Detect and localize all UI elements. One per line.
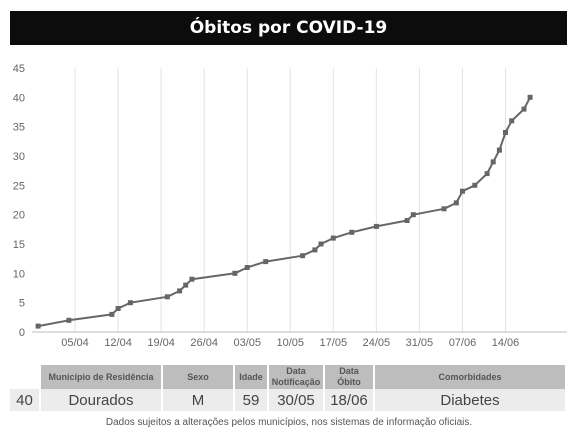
data-point	[484, 171, 490, 177]
data-point	[496, 147, 502, 153]
data-point	[312, 247, 318, 253]
data-point	[66, 317, 72, 323]
data-point	[503, 130, 508, 135]
x-tick-label: 05/04	[61, 337, 89, 349]
header-blank	[10, 365, 39, 389]
header-notificacao: Data Notificação	[269, 365, 323, 389]
series-line	[37, 96, 531, 328]
x-tick-label: 10/05	[277, 337, 305, 349]
row-number: 40	[10, 389, 39, 411]
y-tick-label: 35	[13, 122, 25, 134]
cell-municipio: Dourados	[41, 389, 161, 411]
y-tick-label: 20	[13, 210, 25, 222]
data-point	[527, 94, 533, 100]
data-point	[109, 311, 115, 317]
data-point	[521, 106, 527, 112]
y-axis-labels: 0 5 10 15 20 25 30 35 40 45	[13, 63, 25, 339]
data-point	[183, 282, 189, 288]
header-municipio: Município de Residência	[41, 365, 161, 389]
x-tick-label: 14/06	[492, 337, 520, 349]
data-point	[373, 223, 379, 229]
table-row: 40 Dourados M 59 30/05 18/06 Diabetes	[10, 389, 565, 411]
data-point	[127, 300, 133, 306]
x-tick-label: 12/04	[104, 337, 132, 349]
cell-sexo: M	[163, 389, 233, 411]
y-tick-label: 10	[13, 268, 25, 280]
data-point	[189, 276, 195, 282]
x-tick-label: 03/05	[233, 337, 261, 349]
data-point	[35, 323, 41, 329]
data-point	[453, 200, 459, 206]
y-tick-label: 15	[13, 239, 25, 251]
data-point	[509, 118, 515, 124]
series	[35, 94, 533, 329]
x-tick-label: 26/04	[190, 337, 218, 349]
data-point	[460, 188, 465, 194]
grid	[74, 68, 507, 332]
y-tick-label: 5	[19, 298, 25, 310]
cell-obito: 18/06	[325, 389, 373, 411]
data-point	[490, 159, 496, 165]
x-tick-label: 24/05	[363, 337, 391, 349]
footnote: Dados sujeitos a alterações pelos municí…	[105, 417, 473, 428]
y-tick-label: 30	[13, 151, 25, 163]
header-comorbidades: Comorbidades	[375, 365, 565, 389]
header-obito: Data Óbito	[325, 365, 373, 389]
data-point	[410, 212, 416, 218]
chart-title: Óbitos por COVID-19	[10, 11, 567, 45]
x-tick-label: 31/05	[406, 337, 434, 349]
data-point	[472, 182, 478, 188]
death-details-table: Município de Residência Sexo Idade Data …	[8, 365, 567, 411]
data-point	[164, 294, 170, 300]
data-point	[177, 288, 183, 294]
y-tick-label: 45	[13, 63, 25, 75]
cell-idade: 59	[235, 389, 267, 411]
cell-comorbidades: Diabetes	[375, 389, 565, 411]
y-tick-label: 25	[13, 180, 25, 192]
data-point	[244, 265, 250, 270]
y-tick-label: 0	[19, 327, 25, 339]
data-point	[263, 259, 269, 265]
data-point	[115, 306, 121, 311]
data-point	[404, 218, 410, 223]
x-tick-label: 19/04	[147, 337, 175, 349]
x-tick-label: 17/05	[320, 337, 348, 349]
x-tick-label: 07/06	[449, 337, 477, 349]
x-axis-labels: 05/04 12/04 19/04 26/04 03/05 10/05 17/05 24/05…	[61, 337, 519, 349]
data-point	[232, 270, 238, 276]
data-point	[330, 235, 336, 241]
data-point	[441, 206, 447, 212]
data-point	[300, 253, 306, 259]
data-point	[349, 229, 355, 235]
cell-notificacao: 30/05	[269, 389, 323, 411]
header-sexo: Sexo	[163, 365, 233, 389]
y-tick-label: 40	[13, 92, 25, 104]
header-idade: Idade	[235, 365, 267, 389]
data-point	[318, 241, 324, 247]
